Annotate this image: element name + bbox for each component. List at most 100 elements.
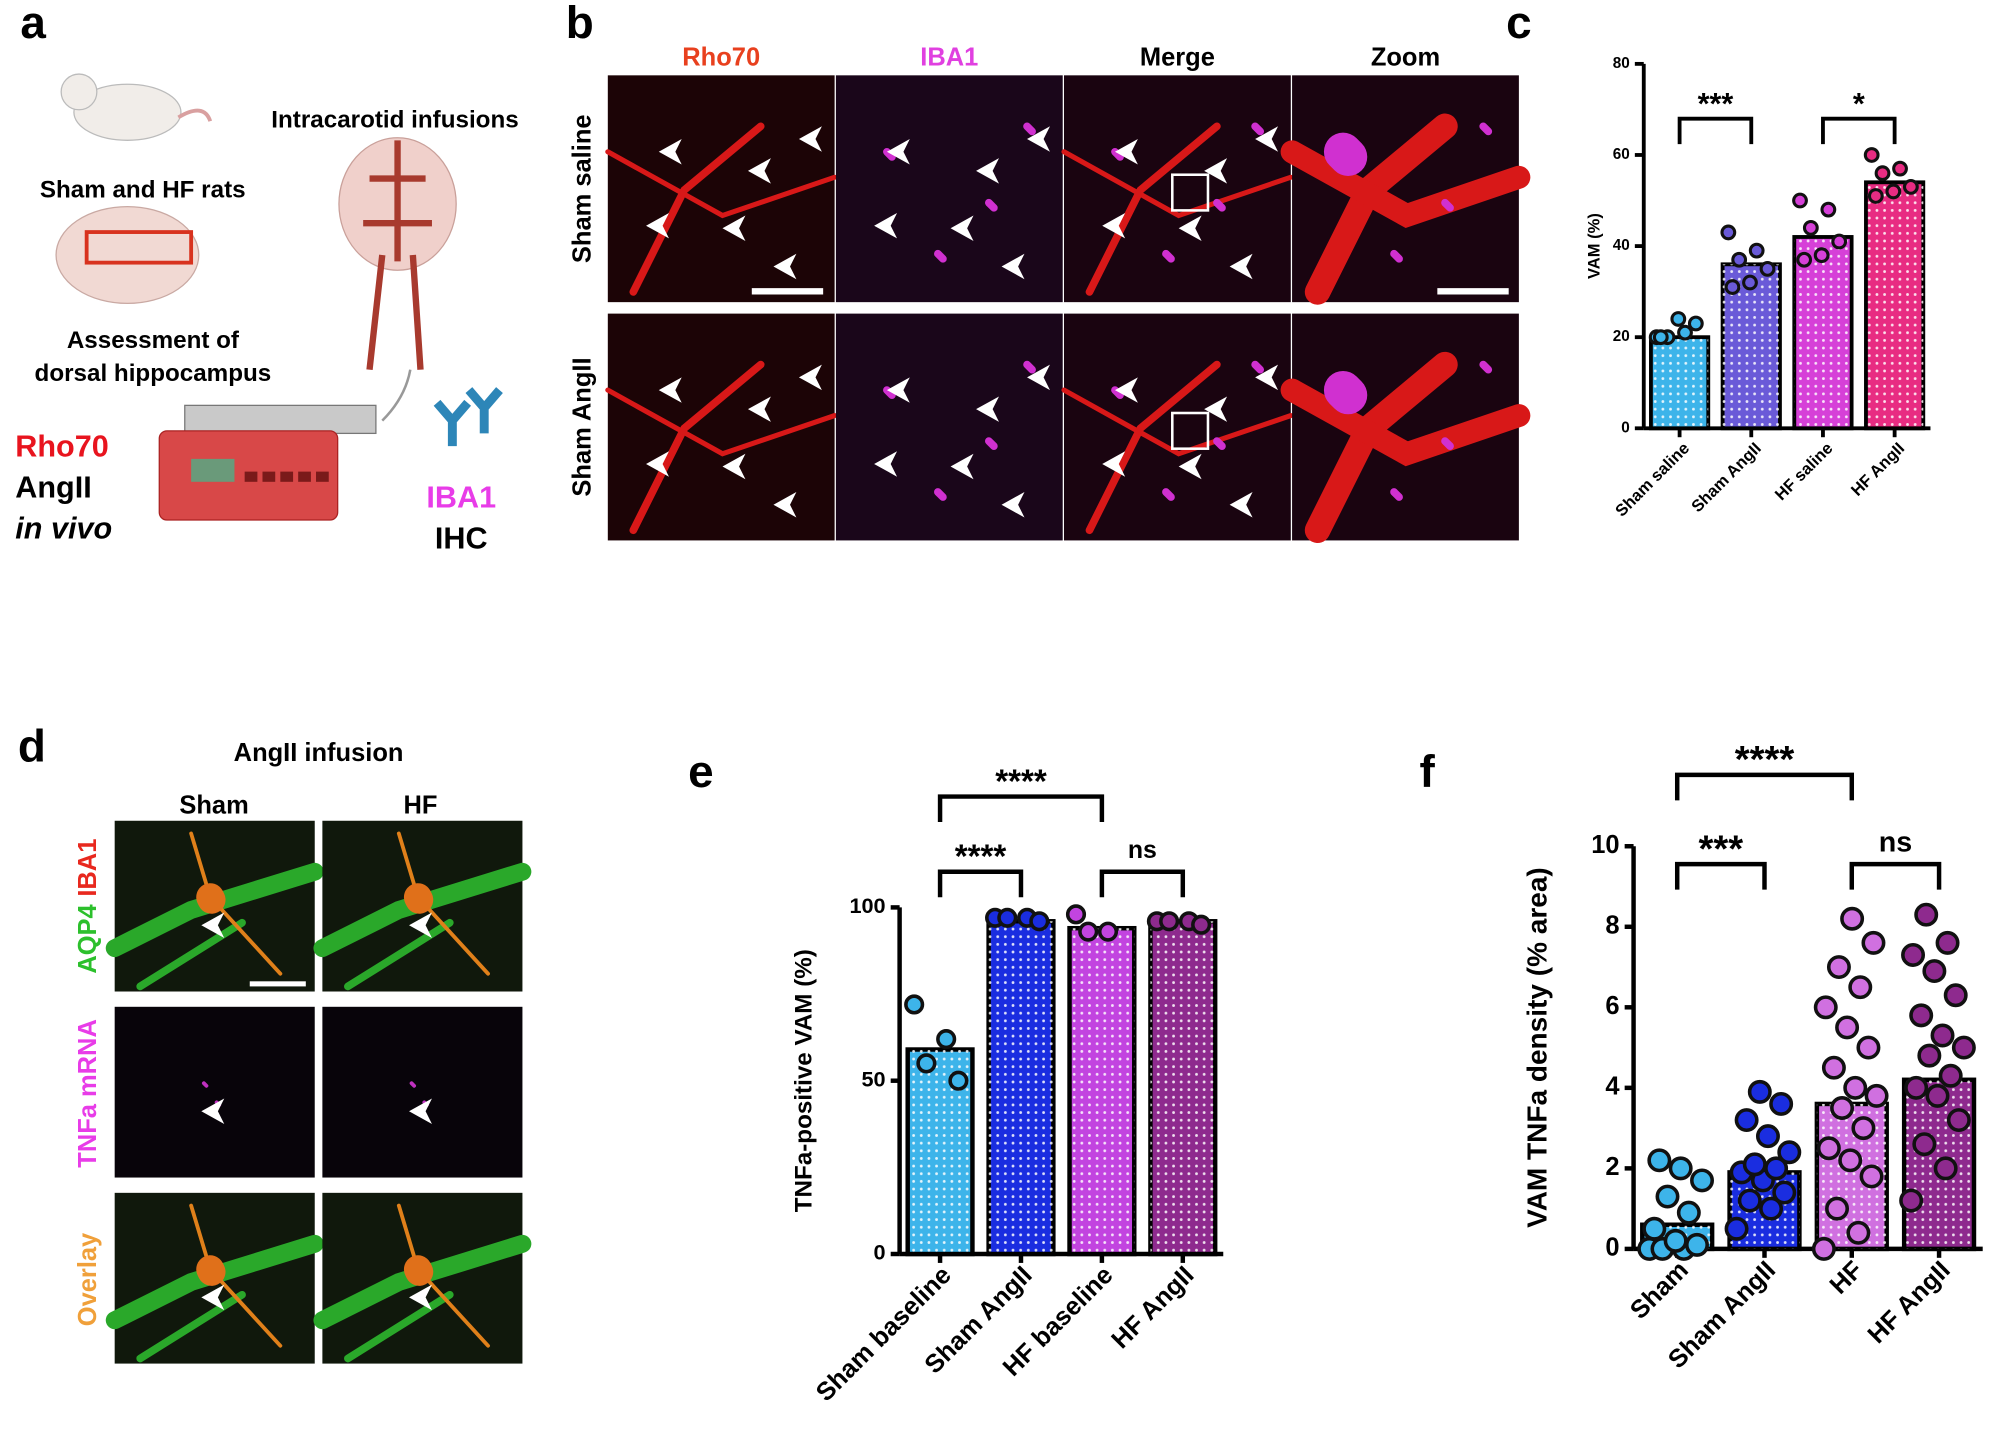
- x-tick-label: Sham saline: [1611, 439, 1693, 521]
- data-point: [1734, 1108, 1759, 1133]
- panel-letter: a: [20, 0, 46, 48]
- micrograph-structure: [1323, 132, 1368, 176]
- y-tick-label: 80: [1613, 55, 1630, 72]
- data-point: [1840, 906, 1865, 931]
- micrograph-structure: [984, 198, 998, 212]
- data-point: [1759, 1196, 1784, 1221]
- data-point: [997, 907, 1018, 928]
- y-tick-label: 6: [1605, 992, 1619, 1020]
- micrograph-structure: [313, 862, 532, 958]
- column-header: Merge: [1140, 44, 1215, 72]
- significance-label: ns: [1879, 826, 1912, 858]
- arrowhead: [1204, 158, 1228, 184]
- significance-label: ***: [1698, 87, 1734, 121]
- micrograph-structure: [1162, 488, 1175, 501]
- data-point: [936, 1029, 957, 1050]
- data-point: [1677, 324, 1693, 341]
- significance-label: ns: [1128, 837, 1157, 864]
- data-point: [1831, 233, 1848, 250]
- rat-illustration: [73, 83, 182, 141]
- data-point: [1078, 921, 1099, 942]
- data-point: [1690, 1168, 1714, 1193]
- micrograph-structure: [344, 1290, 454, 1363]
- arrowhead: [950, 215, 974, 241]
- bar-texture: [1794, 236, 1852, 429]
- data-point: [1813, 247, 1830, 264]
- data-point: [1848, 975, 1873, 1000]
- micrograph-structure: [105, 862, 324, 958]
- micrograph-structure: [1479, 360, 1493, 374]
- arrowhead: [1001, 253, 1025, 280]
- arrowhead: [646, 451, 669, 477]
- legend-label: Rho70: [15, 430, 108, 464]
- micrograph: [322, 1006, 523, 1178]
- bar-texture: [1069, 928, 1135, 1255]
- rat-tail: [177, 108, 213, 122]
- data-point: [1747, 1079, 1772, 1104]
- row-label: Sham saline: [568, 114, 596, 263]
- micrograph-structure: [201, 1081, 209, 1088]
- y-axis-title: VAM TNFa density (% area): [1522, 867, 1553, 1228]
- data-point: [1737, 1188, 1762, 1213]
- arrowhead: [773, 492, 797, 518]
- micrograph-structure: [883, 147, 896, 161]
- micrograph: [835, 313, 1063, 541]
- arrowhead: [886, 139, 910, 165]
- arrowhead: [646, 212, 669, 239]
- data-point: [1912, 1132, 1937, 1157]
- data-point: [1724, 1216, 1749, 1241]
- micrograph-structure: [1085, 360, 1221, 535]
- arrowhead: [201, 912, 225, 938]
- arrowhead: [1229, 253, 1253, 280]
- significance-label: ****: [1735, 738, 1795, 781]
- arrowhead: [201, 1284, 225, 1311]
- data-point: [1731, 251, 1748, 268]
- micrograph-structure: [984, 437, 998, 450]
- row-label-part: IBA1: [74, 839, 102, 897]
- data-point: [1742, 274, 1758, 291]
- arrowhead: [798, 364, 822, 391]
- arteries: [363, 140, 432, 371]
- data-point: [1724, 279, 1741, 295]
- micrograph-structure: [1441, 198, 1454, 212]
- data-point: [1925, 1083, 1950, 1108]
- y-axis-title: TNFa-positive VAM (%): [791, 949, 818, 1212]
- y-tick-label: 50: [861, 1066, 885, 1091]
- data-point: [1922, 959, 1947, 984]
- panel-letter: f: [1419, 745, 1435, 797]
- arrowhead: [722, 453, 746, 480]
- significance-bracket: [937, 794, 1105, 823]
- arrowhead: [886, 377, 910, 403]
- arrowhead: [722, 215, 746, 241]
- column-header: HF: [404, 791, 438, 819]
- data-point: [1899, 1188, 1924, 1213]
- arrowhead: [409, 1098, 432, 1125]
- micrograph-structure: [1213, 198, 1226, 212]
- data-point: [948, 1070, 969, 1091]
- micrograph: [114, 1006, 315, 1178]
- hippocampus-box: [84, 230, 194, 265]
- arrowhead: [1255, 364, 1279, 391]
- row-label: Overlay: [74, 1232, 102, 1326]
- data-point: [1772, 1180, 1797, 1205]
- micrograph-structure: [605, 387, 838, 457]
- significance-bracket: [1821, 116, 1897, 145]
- significance-label: ****: [955, 839, 1007, 876]
- zoom-box: [1171, 173, 1210, 212]
- data-point: [1892, 160, 1908, 177]
- micrograph-structure: [409, 1081, 417, 1088]
- data-point: [1904, 1075, 1929, 1100]
- x-tick-label: Sham: [1625, 1256, 1694, 1325]
- data-point: [1821, 1055, 1846, 1080]
- illustration-label: Intracarotid infusions: [271, 107, 518, 134]
- y-tick-label: 40: [1613, 237, 1630, 254]
- scale-bar: [751, 288, 824, 295]
- data-point: [1825, 1196, 1850, 1221]
- illustration-label: Sham and HF rats: [40, 177, 246, 204]
- data-point: [1685, 1232, 1709, 1257]
- column-header: IBA1: [920, 44, 978, 72]
- arrowhead: [1027, 126, 1050, 152]
- arrowhead: [950, 453, 974, 480]
- row-label-part: AQP4: [74, 903, 102, 973]
